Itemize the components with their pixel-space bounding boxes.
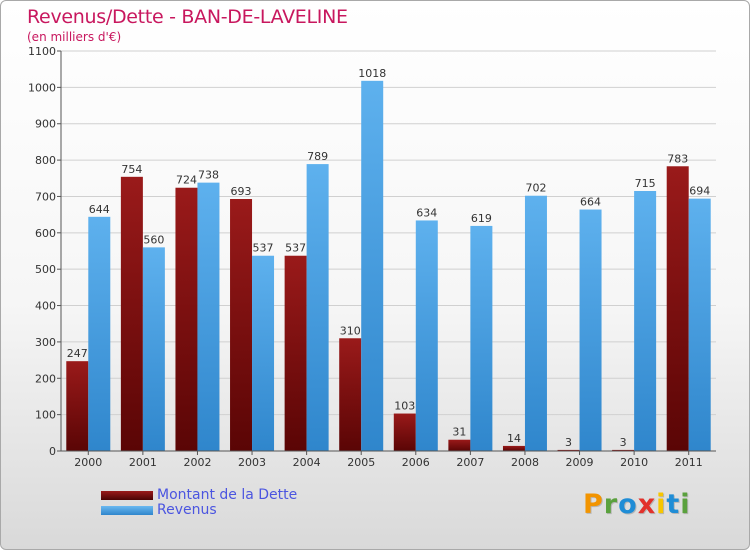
data-label-dette: 103 (394, 400, 415, 413)
logo-letter: i (680, 489, 691, 520)
data-label-revenus: 738 (198, 169, 219, 182)
bar-dette (339, 338, 362, 451)
legend-swatch-dette (101, 491, 153, 500)
data-label-dette: 31 (452, 426, 466, 439)
y-tick-label: 0 (49, 445, 56, 458)
data-label-dette: 783 (667, 152, 688, 165)
proxiti-logo: Proxiti (583, 489, 691, 520)
x-tick-label: 2011 (675, 456, 703, 469)
y-tick-label: 900 (35, 118, 56, 131)
bar-revenus (634, 191, 657, 451)
y-tick-label: 300 (35, 336, 56, 349)
bar-revenus (361, 80, 384, 452)
bar-dette (393, 413, 416, 451)
chart-subtitle: (en milliers d'€) (27, 30, 122, 44)
y-tick-label: 600 (35, 227, 56, 240)
x-tick-label: 2009 (566, 456, 594, 469)
bar-revenus (88, 216, 111, 451)
bar-dette (175, 187, 198, 451)
x-tick-label: 2005 (347, 456, 375, 469)
data-label-revenus: 619 (471, 212, 492, 225)
data-label-revenus: 537 (253, 242, 274, 255)
y-tick-label: 100 (35, 409, 56, 422)
y-tick-label: 800 (35, 154, 56, 167)
bar-dette (120, 176, 143, 451)
data-label-revenus: 644 (89, 203, 110, 216)
data-label-revenus: 634 (416, 206, 437, 219)
data-label-dette: 14 (507, 432, 521, 445)
logo-letter: o (618, 489, 638, 520)
bar-revenus (524, 195, 547, 451)
data-label-dette: 724 (176, 174, 197, 187)
data-label-revenus: 560 (143, 233, 164, 246)
y-tick-label: 700 (35, 190, 56, 203)
data-label-revenus: 664 (580, 196, 601, 209)
chart-title: Revenus/Dette - BAN-DE-LAVELINE (27, 6, 348, 28)
x-tick-label: 2000 (74, 456, 102, 469)
bar-dette (448, 439, 471, 451)
data-label-dette: 3 (620, 436, 627, 449)
data-label-dette: 310 (340, 324, 361, 337)
logo-letter: x (637, 489, 657, 520)
logo-letter: i (656, 489, 667, 520)
bar-revenus (197, 182, 220, 452)
bar-revenus (470, 225, 493, 451)
y-tick-label: 1100 (28, 45, 56, 58)
data-label-dette: 537 (285, 242, 306, 255)
bar-dette (66, 361, 89, 451)
data-label-revenus: 702 (525, 182, 546, 195)
bar-dette (666, 166, 689, 452)
legend-label-revenus: Revenus (157, 502, 217, 518)
x-tick-label: 2001 (129, 456, 157, 469)
bar-revenus (252, 255, 275, 451)
y-tick-label: 1000 (28, 81, 56, 94)
data-label-dette: 3 (565, 436, 572, 449)
data-label-revenus: 1018 (358, 67, 386, 80)
legend-label-dette: Montant de la Dette (157, 487, 298, 503)
x-tick-label: 2004 (293, 456, 321, 469)
y-tick-label: 500 (35, 263, 56, 276)
bar-dette (612, 449, 635, 451)
x-tick-label: 2007 (456, 456, 484, 469)
data-label-dette: 693 (231, 185, 252, 198)
x-tick-label: 2006 (402, 456, 430, 469)
data-label-revenus: 715 (635, 177, 656, 190)
x-tick-label: 2008 (511, 456, 539, 469)
x-tick-label: 2003 (238, 456, 266, 469)
bar-revenus (306, 164, 329, 451)
logo-letter: P (583, 489, 604, 520)
bar-revenus (688, 198, 711, 451)
bar-dette (557, 449, 580, 451)
bar-dette (502, 445, 525, 451)
bar-revenus (579, 209, 602, 451)
bar-dette (284, 255, 307, 451)
data-label-revenus: 789 (307, 150, 328, 163)
bar-dette (230, 199, 253, 451)
bar-revenus (415, 220, 438, 451)
data-label-revenus: 694 (689, 185, 710, 198)
data-label-dette: 754 (121, 163, 142, 176)
bar-revenus (142, 247, 165, 451)
logo-letter: r (603, 489, 619, 520)
y-tick-label: 200 (35, 372, 56, 385)
logo-letter: t (666, 489, 681, 520)
legend-swatch-revenus (101, 506, 153, 515)
y-tick-label: 400 (35, 300, 56, 313)
data-label-dette: 247 (67, 347, 88, 360)
x-tick-label: 2010 (620, 456, 648, 469)
x-tick-label: 2002 (183, 456, 211, 469)
